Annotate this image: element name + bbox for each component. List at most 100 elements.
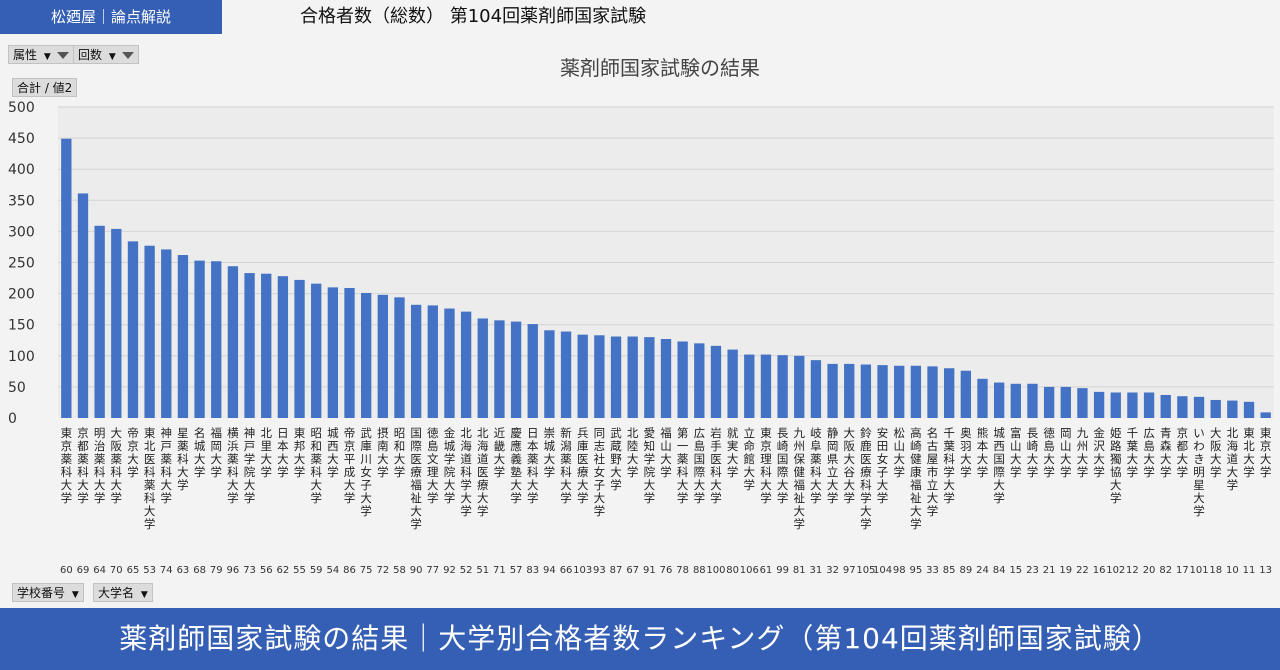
bar [594, 335, 605, 418]
bar [94, 225, 105, 418]
x-code-label: 71 [493, 565, 506, 576]
filter-funnel-icon [56, 52, 69, 59]
x-code-label: 98 [893, 565, 906, 576]
x-code-label: 62 [277, 565, 290, 576]
bar [1093, 391, 1105, 418]
x-code-label: 51 [476, 565, 489, 576]
x-code-label: 102 [1106, 565, 1125, 576]
attribute-filter-button[interactable]: 属性 ▼ [8, 45, 74, 64]
x-code-label: 10 [1226, 565, 1239, 576]
x-code-label: 16 [1093, 565, 1106, 576]
x-code-label: 73 [243, 565, 256, 576]
top-bar: 松廼屋｜論点解説 合格者数（総数） 第104回薬剤師国家試験 [0, 0, 1280, 34]
x-code-label: 84 [993, 565, 1006, 576]
bar [1243, 401, 1255, 418]
x-category-label: 岡山大学 [1060, 426, 1072, 479]
bar [277, 276, 289, 418]
school-number-field-button[interactable]: 学校番号 ▼ [12, 583, 84, 602]
bar [727, 349, 738, 418]
bar [494, 320, 505, 418]
x-category-label: 広島大学 [1143, 426, 1155, 479]
x-category-label: 昭和大学 [394, 426, 406, 479]
filter-funnel-icon [121, 52, 134, 59]
x-code-label: 58 [393, 565, 406, 576]
bar [760, 354, 772, 418]
x-category-label: 北里大学 [260, 426, 272, 479]
x-code-label: 88 [693, 565, 706, 576]
bar [777, 355, 788, 418]
x-category-label: 第一薬科大学 [677, 426, 689, 505]
x-category-label: 青森大学 [1160, 426, 1172, 479]
x-category-label: 日本薬科大学 [527, 426, 539, 505]
x-code-label: 81 [793, 565, 806, 576]
x-category-label: 新潟薬科大学 [560, 426, 572, 505]
x-code-label: 74 [160, 565, 173, 576]
x-category-label: 北海道医療大学 [477, 426, 489, 518]
value-field-button[interactable]: 合計 / 値2 [12, 78, 78, 97]
y-tick-label: 250 [8, 256, 35, 272]
bar [960, 370, 971, 418]
bar [944, 368, 955, 418]
bar [377, 294, 388, 418]
count-filter-button[interactable]: 回数 ▼ [73, 45, 139, 64]
bar [810, 360, 822, 418]
x-code-label: 60 [60, 565, 73, 576]
x-category-label: 日本大学 [277, 426, 289, 479]
count-filter-label: 回数 [78, 48, 103, 62]
y-tick-label: 200 [8, 287, 35, 303]
x-code-label: 82 [1159, 565, 1172, 576]
x-category-label: 崇城大学 [544, 426, 556, 479]
bar [460, 311, 472, 418]
x-category-label: 愛知学院大学 [644, 426, 656, 505]
x-category-label: 福岡大学 [210, 426, 222, 479]
x-category-label: 名古屋市立大学 [927, 426, 939, 518]
x-code-label: 22 [1076, 565, 1089, 576]
bar [1127, 392, 1138, 418]
bar [694, 343, 705, 418]
x-code-label: 61 [760, 565, 773, 576]
bar [194, 260, 205, 418]
brand-label: 松廼屋｜論点解説 [0, 0, 222, 34]
x-code-label: 20 [1143, 565, 1156, 576]
footer-banner: 薬剤師国家試験の結果｜大学別合格者数ランキング（第104回薬剤師国家試験） [0, 608, 1280, 670]
x-category-label: 九州保健福祉大学 [794, 426, 806, 531]
x-code-label: 31 [810, 565, 823, 576]
y-tick-label: 500 [8, 100, 35, 116]
dropdown-arrow-icon: ▼ [140, 590, 148, 600]
bar [894, 365, 905, 418]
x-category-label: 千葉科学大学 [943, 426, 955, 505]
dropdown-arrow-icon: ▼ [43, 52, 51, 62]
y-tick-label: 400 [8, 162, 35, 178]
x-code-label: 67 [626, 565, 639, 576]
y-tick-label: 0 [8, 411, 17, 427]
bar [327, 287, 339, 418]
bar [927, 366, 938, 418]
university-name-field-button[interactable]: 大学名 ▼ [93, 583, 153, 602]
bar [311, 283, 322, 418]
x-category-label: 東北医科薬科大学 [144, 426, 156, 531]
x-category-label: 福山大学 [660, 426, 672, 479]
x-category-label: 九州大学 [1077, 426, 1089, 479]
x-category-label: 東北大学 [1243, 426, 1255, 479]
x-code-label: 32 [826, 565, 839, 576]
x-category-label: 松山大学 [893, 426, 905, 479]
bar [1177, 396, 1188, 418]
x-code-label: 56 [260, 565, 273, 576]
x-code-label: 91 [643, 565, 656, 576]
x-category-label: 金沢大学 [1093, 426, 1105, 479]
x-category-label: 姫路獨協大学 [1110, 426, 1122, 505]
x-category-label: 城西大学 [327, 426, 339, 479]
x-code-label: 63 [177, 565, 190, 576]
x-code-label: 93 [593, 565, 606, 576]
x-code-label: 64 [93, 565, 106, 576]
x-category-label: 広島国際大学 [694, 426, 706, 505]
x-code-label: 18 [1209, 565, 1222, 576]
attribute-filter-label: 属性 [13, 48, 38, 62]
bar [860, 364, 872, 418]
y-tick-label: 50 [8, 380, 26, 396]
y-tick-label: 450 [8, 131, 35, 147]
x-code-label: 94 [543, 565, 556, 576]
x-category-label: 武庫川女子大学 [360, 426, 372, 518]
bar [910, 365, 922, 418]
bar [544, 330, 555, 418]
